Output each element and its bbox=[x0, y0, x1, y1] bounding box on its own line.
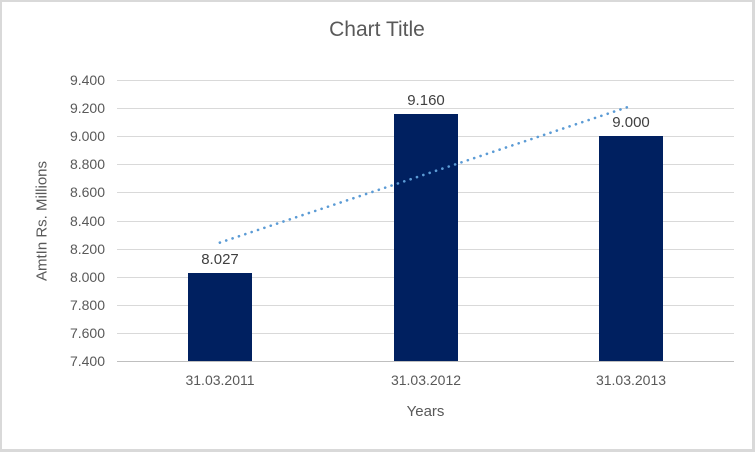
bar bbox=[394, 114, 458, 361]
gridline bbox=[117, 108, 734, 109]
bar-data-label: 9.000 bbox=[612, 114, 650, 131]
y-tick-label: 8.600 bbox=[69, 184, 105, 200]
trendline-svg bbox=[218, 104, 633, 244]
y-tick-label: 9.400 bbox=[69, 72, 105, 88]
plot-area: 7.400 7.600 7.800 8.000 8.200 8.400 8.600 8.800… bbox=[70, 72, 734, 388]
chart-title: Chart Title bbox=[329, 18, 425, 41]
bar-data-label: 9.160 bbox=[407, 92, 445, 109]
y-tick-label: 8.200 bbox=[69, 241, 105, 257]
y-tick-label: 9.000 bbox=[69, 128, 105, 144]
bar-data-label: 8.027 bbox=[201, 251, 239, 268]
bar bbox=[599, 136, 663, 361]
trendline bbox=[218, 104, 633, 244]
y-tick-label: 8.000 bbox=[69, 269, 105, 285]
y-tick-label: 7.400 bbox=[69, 353, 105, 369]
gridline bbox=[117, 80, 734, 81]
x-category-label: 31.03.2012 bbox=[390, 372, 462, 388]
y-tick-label: 7.600 bbox=[69, 325, 105, 341]
y-tick-label: 9.200 bbox=[69, 100, 105, 116]
bar bbox=[188, 273, 252, 361]
x-axis-title: Years bbox=[406, 403, 445, 420]
y-tick-label: 8.400 bbox=[69, 213, 105, 229]
y-tick-label: 7.800 bbox=[69, 297, 105, 313]
x-category-label: 31.03.2011 bbox=[185, 372, 255, 388]
y-tick-label: 8.800 bbox=[69, 156, 105, 172]
x-category-label: 31.03.2013 bbox=[595, 372, 667, 388]
